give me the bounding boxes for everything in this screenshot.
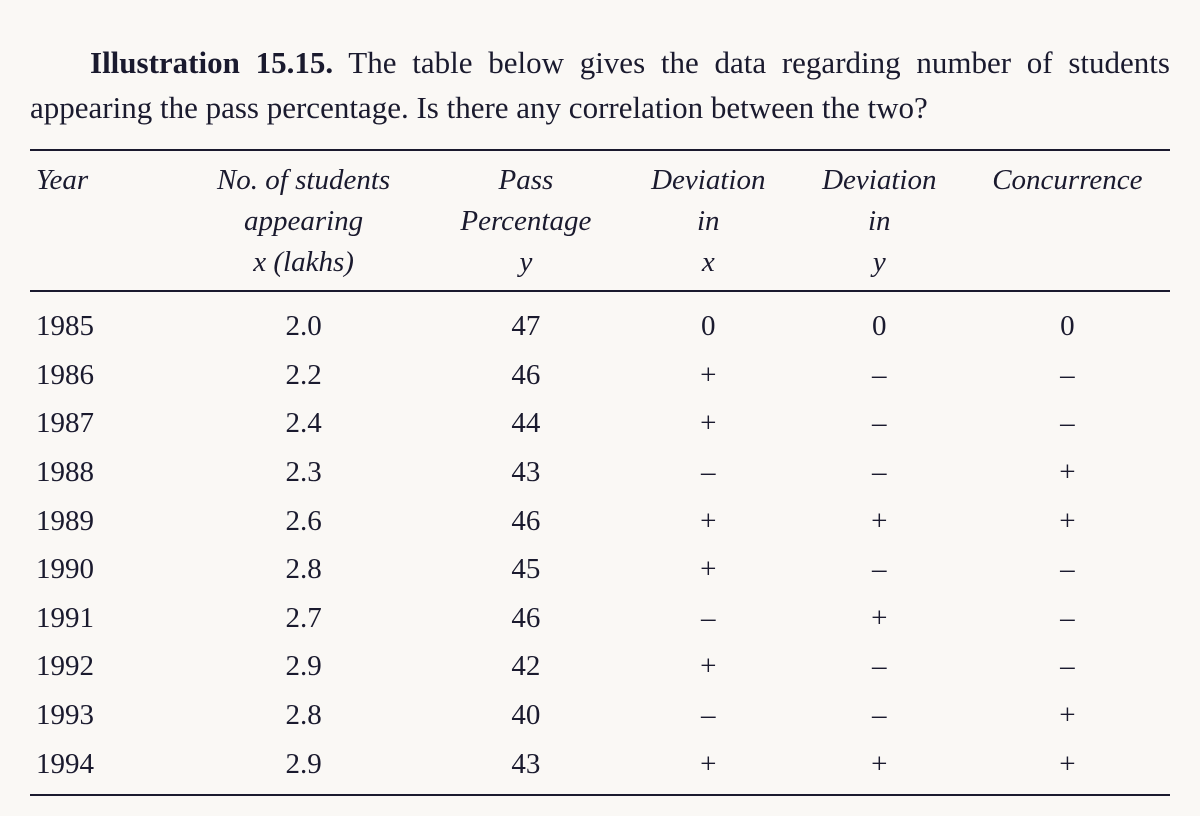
table-row: 19932.840––+ <box>30 691 1170 740</box>
cell-x: 2.2 <box>178 351 429 400</box>
cell-concurrence: 0 <box>965 291 1170 351</box>
table-row: 19922.942+–– <box>30 642 1170 691</box>
cell-x: 2.6 <box>178 497 429 546</box>
cell-x: 2.8 <box>178 545 429 594</box>
cell-y: 42 <box>429 642 623 691</box>
cell-concurrence: – <box>965 351 1170 400</box>
table-body: 19852.04700019862.246+––19872.444+––1988… <box>30 291 1170 795</box>
table-row: 19872.444+–– <box>30 399 1170 448</box>
th-c-l1: Concurrence <box>965 150 1170 201</box>
cell-dx: – <box>623 691 794 740</box>
cell-dx: – <box>623 448 794 497</box>
cell-dx: – <box>623 594 794 643</box>
cell-x: 2.3 <box>178 448 429 497</box>
th-year: Year <box>30 150 178 201</box>
th-x-l2: appearing <box>178 201 429 242</box>
cell-dx: + <box>623 545 794 594</box>
th-dx-l3: x <box>623 242 794 291</box>
cell-dy: – <box>794 642 965 691</box>
cell-year: 1988 <box>30 448 178 497</box>
page: Illustration 15.15. The table below give… <box>0 0 1200 816</box>
cell-y: 44 <box>429 399 623 448</box>
table-row: 19902.845+–– <box>30 545 1170 594</box>
cell-dy: + <box>794 497 965 546</box>
th-x-l1: No. of students <box>178 150 429 201</box>
cell-year: 1990 <box>30 545 178 594</box>
cell-year: 1994 <box>30 740 178 796</box>
cell-dy: – <box>794 399 965 448</box>
th-dx-l1: Deviation <box>623 150 794 201</box>
cell-year: 1987 <box>30 399 178 448</box>
cell-concurrence: – <box>965 545 1170 594</box>
cell-year: 1993 <box>30 691 178 740</box>
cell-dx: + <box>623 399 794 448</box>
table-row: 19862.246+–– <box>30 351 1170 400</box>
cell-y: 40 <box>429 691 623 740</box>
cell-concurrence: – <box>965 399 1170 448</box>
cell-dy: + <box>794 740 965 796</box>
data-table: Year No. of students Pass Deviation Devi… <box>30 149 1170 796</box>
cell-x: 2.0 <box>178 291 429 351</box>
th-y-l2: Percentage <box>429 201 623 242</box>
cell-concurrence: + <box>965 497 1170 546</box>
cell-dy: – <box>794 448 965 497</box>
cell-y: 43 <box>429 740 623 796</box>
th-dy-l3: y <box>794 242 965 291</box>
cell-y: 43 <box>429 448 623 497</box>
cell-x: 2.9 <box>178 740 429 796</box>
cell-dy: – <box>794 545 965 594</box>
table-row: 19882.343––+ <box>30 448 1170 497</box>
cell-x: 2.9 <box>178 642 429 691</box>
cell-dx: + <box>623 497 794 546</box>
table-row: 19942.943+++ <box>30 740 1170 796</box>
cell-year: 1991 <box>30 594 178 643</box>
cell-dy: – <box>794 351 965 400</box>
table-row: 19852.047000 <box>30 291 1170 351</box>
cell-year: 1992 <box>30 642 178 691</box>
cell-x: 2.7 <box>178 594 429 643</box>
cell-x: 2.8 <box>178 691 429 740</box>
th-dy-l1: Deviation <box>794 150 965 201</box>
cell-y: 46 <box>429 497 623 546</box>
cell-dy: – <box>794 691 965 740</box>
cell-y: 45 <box>429 545 623 594</box>
cell-year: 1985 <box>30 291 178 351</box>
cell-year: 1989 <box>30 497 178 546</box>
th-dx-l2: in <box>623 201 794 242</box>
table-row: 19912.746–+– <box>30 594 1170 643</box>
cell-dx: 0 <box>623 291 794 351</box>
cell-dy: 0 <box>794 291 965 351</box>
cell-dy: + <box>794 594 965 643</box>
cell-concurrence: + <box>965 691 1170 740</box>
cell-concurrence: + <box>965 740 1170 796</box>
table-header: Year No. of students Pass Deviation Devi… <box>30 150 1170 291</box>
cell-dx: + <box>623 740 794 796</box>
cell-concurrence: – <box>965 642 1170 691</box>
cell-dx: + <box>623 642 794 691</box>
illustration-label: Illustration 15.15. <box>90 45 333 80</box>
cell-concurrence: + <box>965 448 1170 497</box>
th-x-l3: x (lakhs) <box>178 242 429 291</box>
th-dy-l2: in <box>794 201 965 242</box>
cell-dx: + <box>623 351 794 400</box>
cell-y: 47 <box>429 291 623 351</box>
cell-concurrence: – <box>965 594 1170 643</box>
cell-x: 2.4 <box>178 399 429 448</box>
th-y-l1: Pass <box>429 150 623 201</box>
intro-paragraph: Illustration 15.15. The table below give… <box>30 41 1170 131</box>
th-y-l3: y <box>429 242 623 291</box>
cell-year: 1986 <box>30 351 178 400</box>
cell-y: 46 <box>429 351 623 400</box>
table-row: 19892.646+++ <box>30 497 1170 546</box>
cell-y: 46 <box>429 594 623 643</box>
